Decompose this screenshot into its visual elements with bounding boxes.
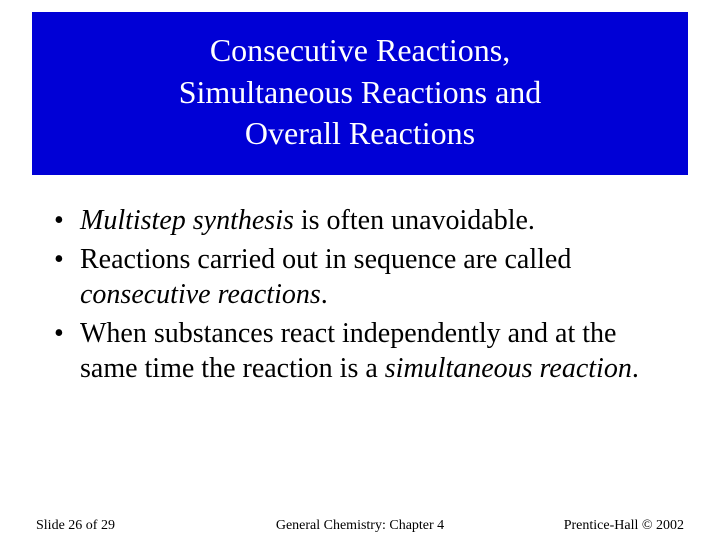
bullet-item: When substances react independently and … (50, 316, 670, 386)
bullet-italic-tail: consecutive reactions (80, 279, 321, 310)
bullet-text: is often unavoidable. (294, 205, 535, 236)
footer-book-title: General Chemistry: Chapter 4 (276, 518, 444, 534)
slide-body: Multistep synthesis is often unavoidable… (50, 203, 670, 386)
footer-copyright: Prentice-Hall © 2002 (564, 518, 684, 534)
slide-title-block: Consecutive Reactions, Simultaneous Reac… (32, 12, 688, 175)
title-line-1: Consecutive Reactions, (52, 30, 668, 72)
bullet-item: Reactions carried out in sequence are ca… (50, 242, 670, 312)
bullet-item: Multistep synthesis is often unavoidable… (50, 203, 670, 238)
title-line-3: Overall Reactions (52, 113, 668, 155)
bullet-italic-lead: Multistep synthesis (80, 205, 294, 236)
bullet-after: . (632, 353, 639, 384)
footer-slide-number: Slide 26 of 29 (36, 518, 115, 534)
bullet-text: Reactions carried out in sequence are ca… (80, 244, 571, 275)
bullet-list: Multistep synthesis is often unavoidable… (50, 203, 670, 386)
title-line-2: Simultaneous Reactions and (52, 72, 668, 114)
bullet-after: . (321, 279, 328, 310)
bullet-italic-tail: simultaneous reaction (385, 353, 632, 384)
